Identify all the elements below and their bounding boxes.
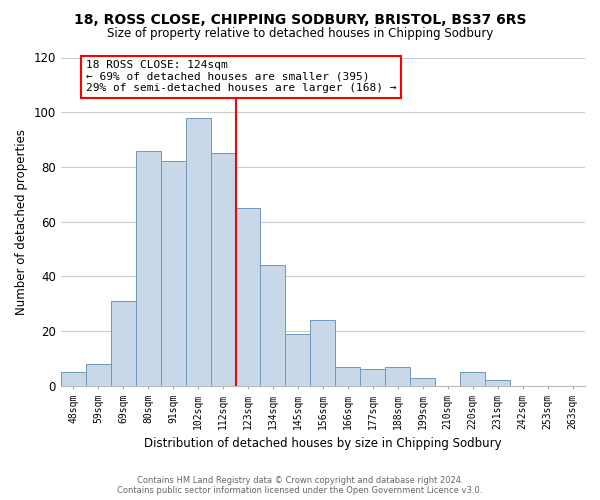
Bar bbox=[310, 320, 335, 386]
Bar bbox=[86, 364, 111, 386]
Y-axis label: Number of detached properties: Number of detached properties bbox=[15, 128, 28, 314]
Bar bbox=[361, 370, 385, 386]
Bar bbox=[136, 150, 161, 386]
Bar bbox=[260, 266, 286, 386]
Text: Size of property relative to detached houses in Chipping Sodbury: Size of property relative to detached ho… bbox=[107, 28, 493, 40]
Bar bbox=[410, 378, 435, 386]
Bar bbox=[236, 208, 260, 386]
Bar bbox=[111, 301, 136, 386]
Bar bbox=[185, 118, 211, 386]
Bar bbox=[211, 153, 236, 386]
Text: Contains HM Land Registry data © Crown copyright and database right 2024.
Contai: Contains HM Land Registry data © Crown c… bbox=[118, 476, 482, 495]
Bar bbox=[460, 372, 485, 386]
Text: 18, ROSS CLOSE, CHIPPING SODBURY, BRISTOL, BS37 6RS: 18, ROSS CLOSE, CHIPPING SODBURY, BRISTO… bbox=[74, 12, 526, 26]
Text: 18 ROSS CLOSE: 124sqm
← 69% of detached houses are smaller (395)
29% of semi-det: 18 ROSS CLOSE: 124sqm ← 69% of detached … bbox=[86, 60, 396, 94]
X-axis label: Distribution of detached houses by size in Chipping Sodbury: Distribution of detached houses by size … bbox=[144, 437, 502, 450]
Bar bbox=[161, 162, 185, 386]
Bar bbox=[61, 372, 86, 386]
Bar bbox=[286, 334, 310, 386]
Bar bbox=[335, 366, 361, 386]
Bar bbox=[385, 366, 410, 386]
Bar bbox=[485, 380, 510, 386]
